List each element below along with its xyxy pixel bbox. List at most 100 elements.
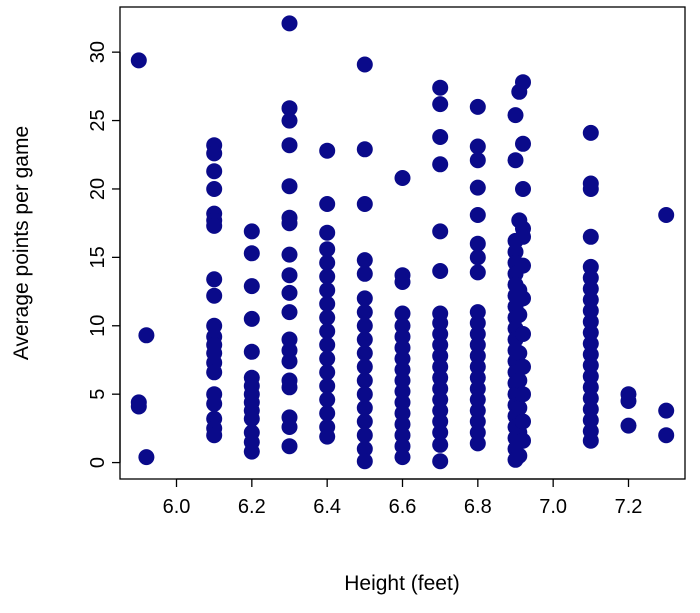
data-point [394,170,411,186]
data-point [511,372,528,389]
y-axis: 0 5 10 15 20 25 30 [87,41,121,468]
data-point [281,100,298,117]
data-point [582,181,599,197]
y-tick-label: 30 [87,41,109,63]
data-point [432,424,449,441]
data-point [319,142,336,159]
data-point [356,440,373,457]
data-point [582,324,599,341]
data-point [515,181,531,197]
data-point [511,447,528,464]
data-point [281,379,298,396]
y-tick-label: 20 [87,178,109,200]
data-point [469,413,486,430]
data-point [206,181,223,197]
data-point [130,394,147,411]
data-point [206,271,223,288]
data-point [515,74,531,91]
data-point [356,331,373,348]
data-point [658,402,675,419]
data-point [356,386,373,403]
data-point [394,383,411,400]
data-point [511,306,528,323]
x-tick-label: 6.8 [464,496,492,518]
y-tick-label: 15 [87,246,109,268]
data-point [582,357,599,374]
data-point [130,52,147,69]
data-point [469,264,486,281]
data-point [356,345,373,362]
x-axis: 6.0 6.2 6.4 6.6 6.8 7.0 7.2 [163,478,643,518]
data-point [469,98,486,115]
data-point [356,358,373,375]
data-point [394,328,411,345]
data-point [515,326,531,342]
data-point [356,399,373,416]
data-point [469,249,486,266]
data-point [319,254,336,271]
data-point [582,379,599,396]
data-point [469,315,486,331]
data-point [319,224,336,241]
data-point [281,215,298,232]
data-point [319,268,336,285]
data-point [243,223,260,240]
data-point [620,417,637,434]
data-point [206,395,223,412]
data-point [206,163,223,180]
data-point [319,428,336,445]
data-point [394,305,411,322]
data-point [469,435,486,452]
data-point [582,432,599,449]
data-point [658,207,675,223]
data-point [356,304,373,321]
data-point [281,438,298,455]
data-point [515,358,531,375]
data-point [432,315,449,331]
data-point [394,449,411,466]
data-point [356,290,373,307]
data-point [319,405,336,422]
data-point [319,309,336,326]
data-point [319,350,336,367]
data-point [243,310,260,327]
data-point [319,241,336,258]
data-point [394,405,411,422]
data-point [515,228,531,245]
data-point [432,129,449,145]
data-point [394,350,411,367]
data-point [206,145,223,162]
data-point [394,274,411,290]
data-point [582,401,599,418]
data-point [281,112,298,129]
data-point [582,124,599,141]
data-point [469,391,486,408]
data-point [356,317,373,334]
x-axis-title: Height (feet) [344,572,460,595]
data-point [243,245,260,262]
data-point [206,364,223,381]
data-point [582,228,599,245]
data-point [243,443,260,460]
y-tick-label: 0 [87,457,109,468]
data-point [511,399,528,416]
data-point [507,152,524,169]
data-point [658,427,675,444]
y-tick-label: 25 [87,109,109,131]
data-point [515,257,531,274]
data-point [469,235,486,252]
data-point [469,358,486,375]
data-point [319,282,336,299]
data-point [356,427,373,444]
data-point [138,327,155,344]
data-point [138,449,155,466]
data-point [432,156,449,173]
data-point [319,378,336,394]
y-tick-label: 5 [87,389,109,400]
data-point [281,419,298,435]
data-point [281,353,298,370]
x-tick-label: 7.2 [615,496,643,518]
data-point [206,427,223,444]
y-axis-title: Average points per game [10,126,33,360]
